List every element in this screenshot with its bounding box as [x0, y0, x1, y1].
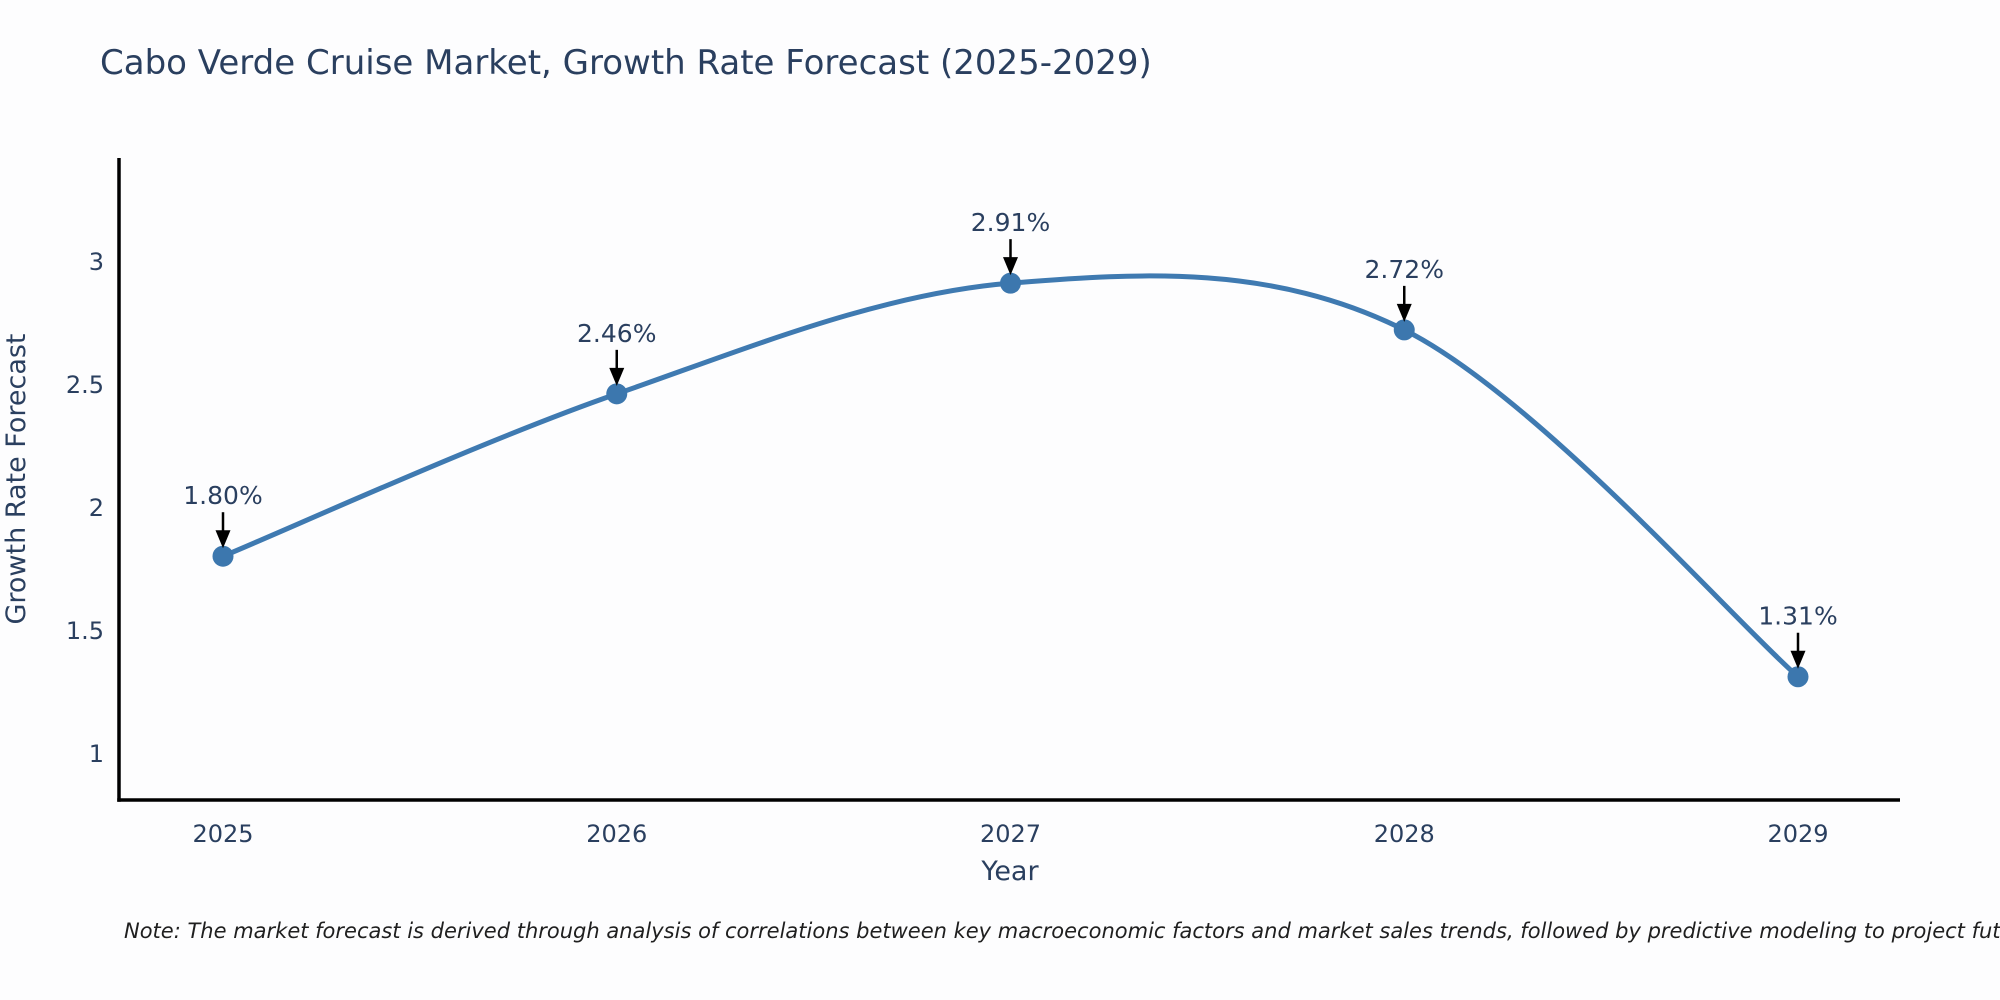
annotation-arrowhead [609, 367, 625, 386]
data-point-2025 [212, 545, 234, 567]
data-point-2026 [606, 383, 628, 405]
y-tick-label-1: 1 [89, 740, 104, 768]
annotation-arrowhead [1003, 257, 1018, 276]
x-tick-label-2028: 2028 [1374, 820, 1435, 848]
x-tick-label-2025: 2025 [192, 820, 253, 848]
chart-title: Cabo Verde Cruise Market, Growth Rate Fo… [100, 43, 1152, 83]
point-label-2025: 1.80% [183, 481, 262, 510]
x-axis-title: Year [980, 856, 1039, 887]
data-point-2027 [1000, 272, 1021, 294]
y-tick-label-2: 2 [89, 494, 104, 522]
annotation-arrowhead [1790, 650, 1806, 669]
point-label-2028: 2.72% [1365, 255, 1444, 284]
data-point-2028 [1393, 319, 1415, 341]
data-point-2029 [1787, 666, 1809, 688]
y-tick-label-1.5: 1.5 [66, 617, 104, 645]
axes-layer [117, 158, 1900, 802]
point-label-2029: 1.31% [1758, 602, 1837, 631]
x-tick-label-2027: 2027 [980, 820, 1041, 848]
y-tick-label-2.5: 2.5 [66, 371, 104, 399]
y-tick-label-3: 3 [89, 248, 104, 276]
tick-layer: 2025 2026 2027 2028 2029 1 1.5 2 2.5 3 [66, 248, 1829, 848]
x-tick-label-2026: 2026 [586, 820, 647, 848]
annotation-layer: 1.80% 2.46% 2.91% 2.72% 1.31% [183, 208, 1838, 669]
x-tick-label-2029: 2029 [1767, 820, 1828, 848]
point-label-2026: 2.46% [577, 319, 656, 348]
y-axis-title: Growth Rate Forecast [1, 333, 32, 624]
annotation-arrowhead [215, 530, 231, 549]
series-layer [212, 272, 1809, 688]
point-label-2027: 2.91% [971, 208, 1050, 237]
chart-footnote: Note: The market forecast is derived thr… [124, 919, 2000, 943]
forecast-line [222, 273, 1800, 679]
annotation-arrowhead [1396, 303, 1412, 322]
